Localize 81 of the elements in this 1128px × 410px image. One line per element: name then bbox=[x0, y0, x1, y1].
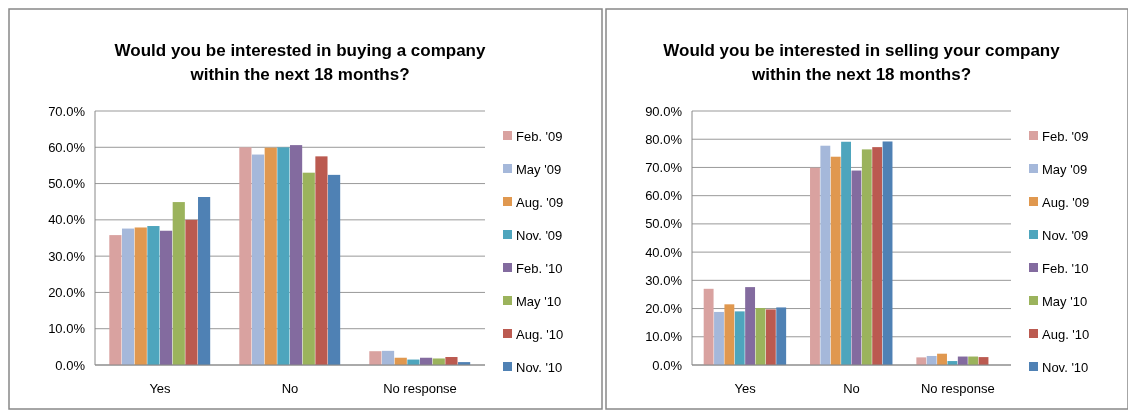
chart-title: Would you be interested in buying a company within the next 18 months? bbox=[114, 41, 486, 84]
bar bbox=[734, 311, 745, 365]
y-tick-label: 40.0% bbox=[645, 244, 683, 260]
bar bbox=[445, 357, 458, 365]
legend-label: Aug. '09 bbox=[1042, 194, 1090, 210]
y-tick-label: 0.0% bbox=[652, 357, 683, 373]
bar bbox=[328, 174, 341, 365]
x-tick-label: No bbox=[281, 381, 299, 396]
chart-title: Would you be interested in selling your company within the next 18 months? bbox=[663, 41, 1061, 84]
bar bbox=[121, 228, 135, 365]
y-tick-label: 60.0% bbox=[645, 188, 683, 204]
bar bbox=[776, 307, 787, 365]
bar bbox=[916, 357, 927, 365]
y-tick-label: 30.0% bbox=[48, 248, 86, 264]
legend-label: Nov. '10 bbox=[1042, 359, 1089, 375]
x-tick-label: No bbox=[843, 381, 860, 396]
bar bbox=[745, 287, 756, 365]
legend-label: May '09 bbox=[1042, 161, 1088, 177]
bar bbox=[810, 167, 820, 365]
legend-label: Nov. '10 bbox=[516, 359, 563, 375]
bar bbox=[926, 355, 937, 365]
y-tick-label: 70.0% bbox=[48, 103, 86, 119]
bar bbox=[147, 226, 160, 365]
y-tick-label: 10.0% bbox=[645, 329, 683, 345]
legend-label: Feb. '10 bbox=[516, 260, 563, 276]
y-tick-label: 50.0% bbox=[645, 216, 683, 232]
x-tick-label: Yes bbox=[734, 381, 757, 396]
bar bbox=[251, 154, 265, 365]
y-tick-label: 60.0% bbox=[48, 139, 86, 155]
bar bbox=[109, 235, 122, 365]
x-tick-label: No response bbox=[383, 381, 457, 396]
bar bbox=[765, 309, 776, 365]
y-tick-label: 70.0% bbox=[645, 159, 683, 175]
bar bbox=[714, 311, 724, 365]
bar bbox=[315, 156, 328, 365]
legend-label: Aug. '10 bbox=[516, 326, 564, 342]
bar bbox=[290, 145, 303, 365]
y-tick-label: 80.0% bbox=[645, 131, 683, 147]
bar bbox=[185, 219, 198, 365]
legend-label: May '10 bbox=[1042, 293, 1088, 309]
bar bbox=[937, 353, 947, 365]
bar bbox=[861, 149, 872, 365]
y-tick-label: 20.0% bbox=[48, 284, 86, 300]
y-tick-label: 20.0% bbox=[645, 301, 683, 317]
bar bbox=[198, 197, 211, 365]
bar bbox=[703, 288, 714, 365]
bar bbox=[724, 304, 735, 365]
bar bbox=[432, 358, 445, 365]
bar bbox=[277, 147, 290, 365]
legend-label: Feb. '09 bbox=[1042, 128, 1089, 144]
y-tick-label: 0.0% bbox=[55, 357, 86, 373]
bar bbox=[841, 141, 851, 365]
legend-label: May '09 bbox=[516, 161, 562, 177]
legend-label: Aug. '09 bbox=[516, 194, 564, 210]
bar bbox=[851, 170, 862, 365]
legend-label: Feb. '09 bbox=[516, 128, 563, 144]
bar bbox=[239, 147, 252, 365]
y-tick-label: 10.0% bbox=[48, 321, 86, 337]
y-tick-label: 50.0% bbox=[48, 176, 86, 192]
x-tick-label: No response bbox=[920, 381, 995, 396]
legend-label: May '10 bbox=[516, 293, 562, 309]
bar bbox=[872, 147, 883, 365]
bar bbox=[882, 141, 893, 365]
bar bbox=[264, 147, 277, 365]
y-tick-label: 40.0% bbox=[48, 212, 86, 228]
legend-label: Nov. '09 bbox=[516, 227, 563, 243]
legend-label: Nov. '09 bbox=[1042, 227, 1089, 243]
bar bbox=[302, 172, 315, 365]
legend-label: Feb. '10 bbox=[1042, 260, 1089, 276]
bar bbox=[160, 230, 173, 365]
bar bbox=[369, 351, 382, 365]
bar bbox=[830, 156, 841, 365]
bar bbox=[381, 350, 395, 365]
legend-label: Aug. '10 bbox=[1042, 326, 1090, 342]
bar bbox=[172, 202, 185, 365]
bar bbox=[134, 227, 147, 365]
y-tick-label: 30.0% bbox=[645, 272, 683, 288]
y-tick-label: 90.0% bbox=[645, 103, 683, 119]
x-tick-label: Yes bbox=[149, 381, 172, 396]
bar bbox=[755, 307, 766, 365]
bar bbox=[820, 145, 831, 365]
